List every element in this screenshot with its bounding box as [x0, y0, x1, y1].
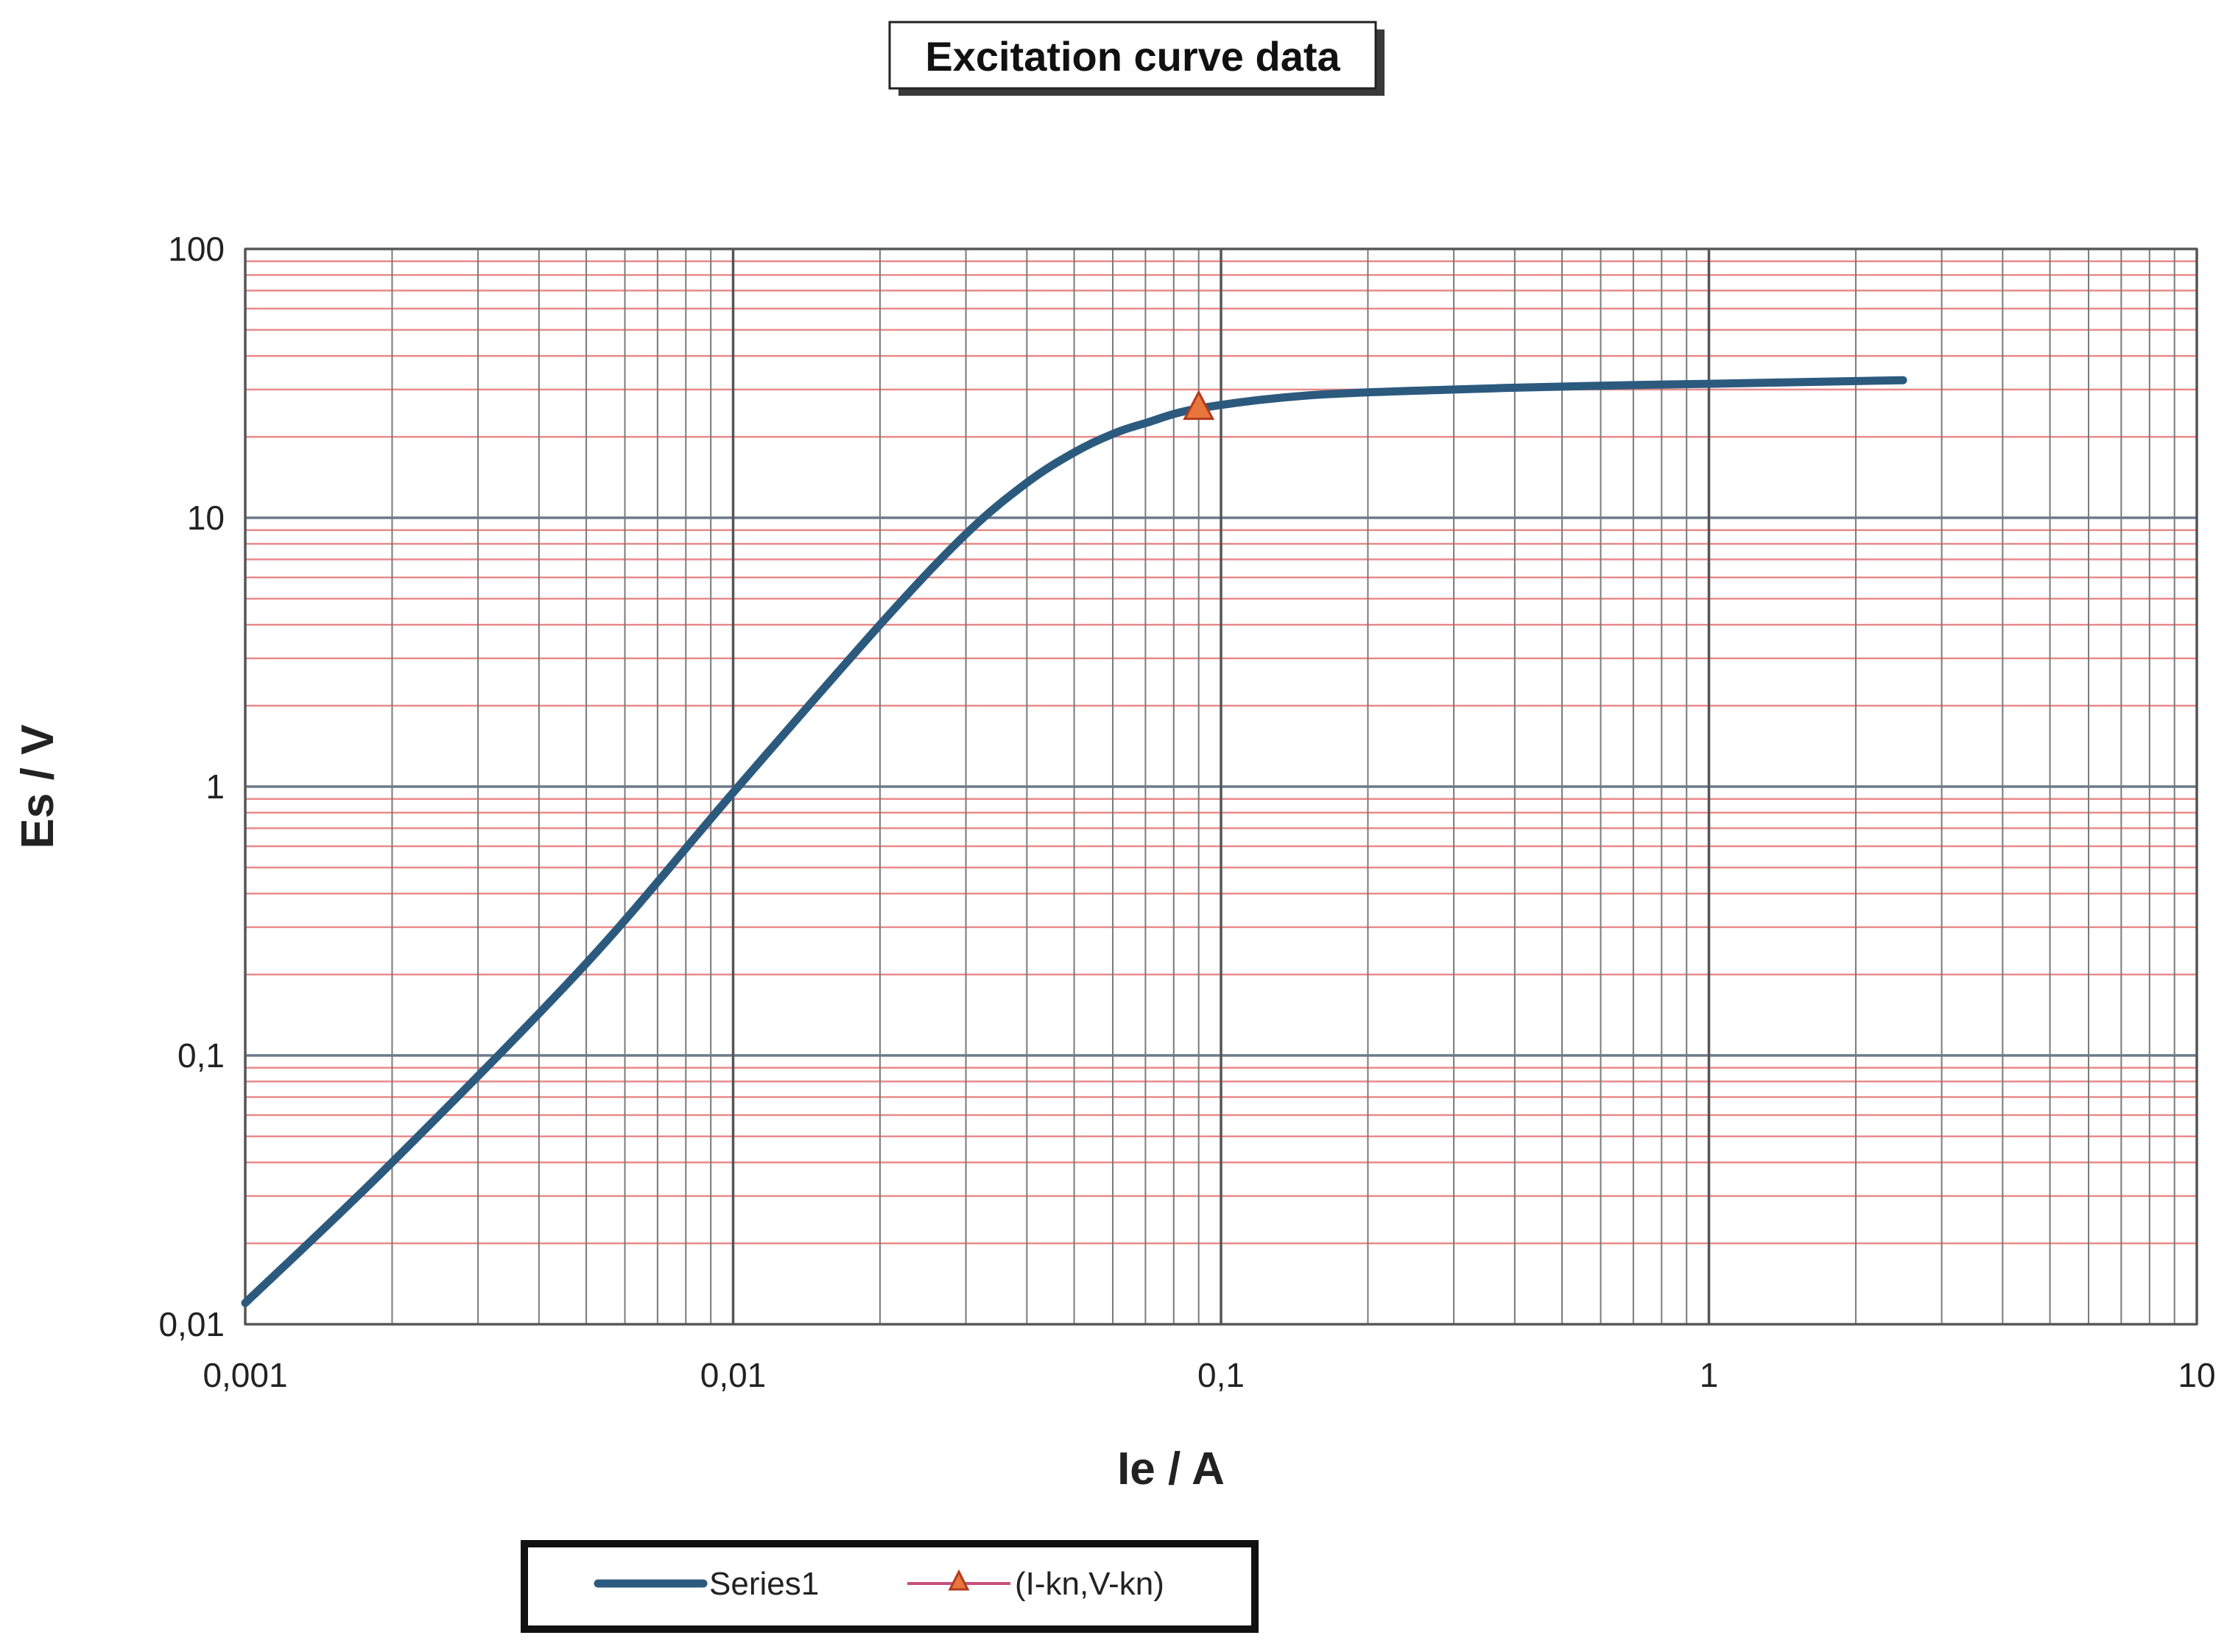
x-tick-label: 10 [2178, 1356, 2215, 1394]
y-tick-label: 10 [187, 499, 225, 537]
y-tick-label: 1 [205, 767, 225, 806]
y-axis-ticks: 0,01 0,1 1 10 100 [158, 230, 225, 1343]
y-tick-label: 0,1 [177, 1036, 225, 1075]
x-tick-label: 0,1 [1197, 1356, 1245, 1394]
chart-title-box [888, 21, 1377, 90]
y-tick-label: 0,01 [158, 1305, 225, 1343]
series1-line [241, 376, 1907, 1307]
plot-border [244, 247, 2198, 1326]
x-tick-label: 0,001 [203, 1356, 287, 1394]
plot-area [241, 247, 2198, 1326]
y-axis-title: Es / V [13, 725, 63, 849]
x-tick-label: 0,01 [700, 1356, 767, 1394]
legend-label-series1: Series1 [709, 1566, 819, 1602]
y-tick-label: 100 [168, 230, 225, 268]
legend: Series1 (I-kn,V-kn) [521, 1540, 1259, 1633]
x-tick-label: 1 [1700, 1356, 1719, 1394]
chart-title-text: Excitation curve data [925, 33, 1340, 80]
series-layer [241, 376, 1907, 1307]
legend-label-knee: (I-kn,V-kn) [1015, 1566, 1164, 1602]
legend-swatch-knee-marker [948, 1569, 970, 1591]
knee-point-marker [1183, 390, 1215, 421]
x-axis-title: Ie / A [1117, 1444, 1225, 1494]
x-axis-ticks: 0,001 0,01 0,1 1 10 [203, 1356, 2215, 1394]
chart-title: Excitation curve data [888, 21, 1385, 96]
